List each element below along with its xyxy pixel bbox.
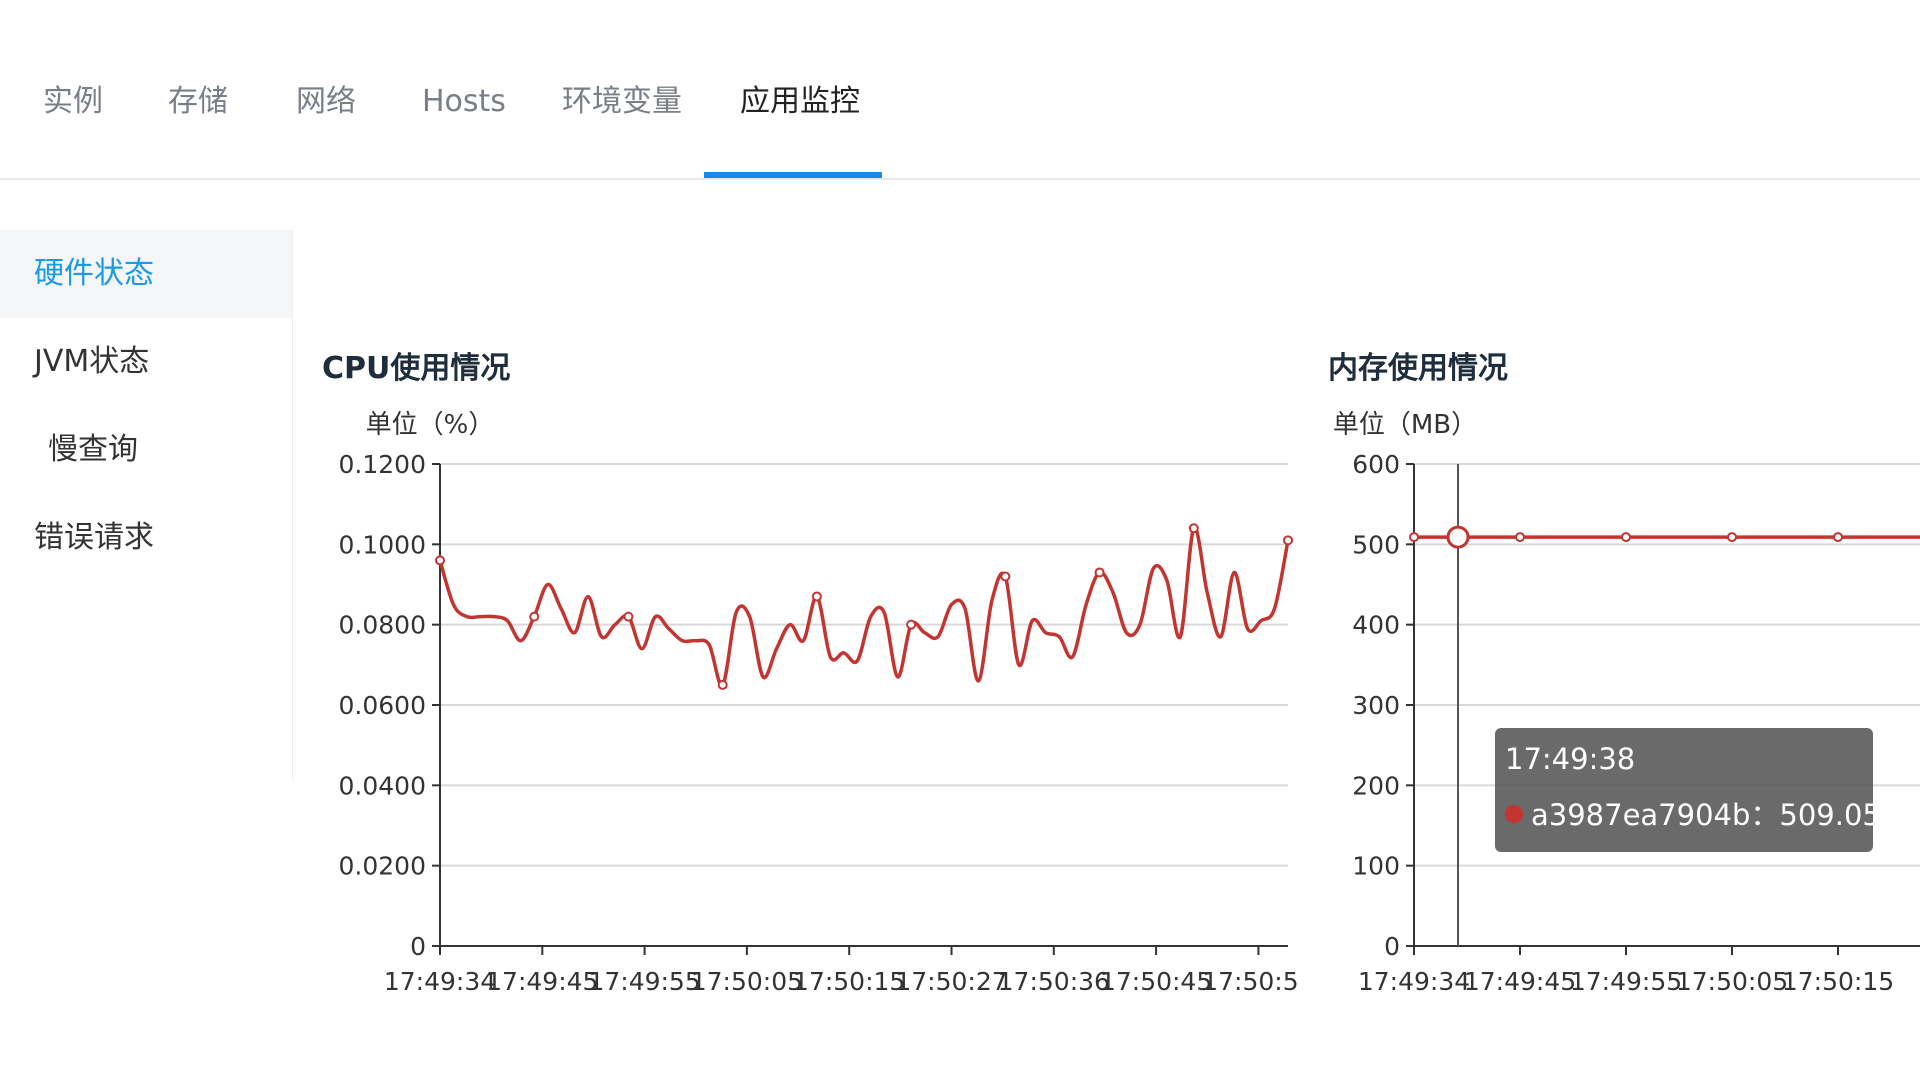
data-point xyxy=(811,591,822,602)
y-tick-label: 0.0600 xyxy=(339,691,426,720)
x-tick-label: 17:49:34 xyxy=(384,967,496,996)
sidebar-item-label: JVM状态 xyxy=(34,344,150,379)
y-tick-label: 300 xyxy=(1352,691,1400,720)
data-point xyxy=(529,611,540,622)
y-tick-label: 0 xyxy=(1384,932,1400,961)
x-tick-label: 17:49:34 xyxy=(1358,967,1470,996)
data-point xyxy=(623,611,634,622)
sidebar-item-jvm-status[interactable]: JVM状态 xyxy=(0,318,292,406)
memory-chart-tooltip: 17:49:38 a3987ea7904b：509.05MB xyxy=(1495,728,1920,852)
series-line xyxy=(438,526,1290,687)
data-point xyxy=(1727,532,1737,543)
y-tick-label: 0.0400 xyxy=(339,771,426,800)
sidebar-item-slow-queries[interactable]: 慢查询 xyxy=(0,406,292,494)
hover-highlight-point xyxy=(1446,525,1470,549)
y-tick-label: 500 xyxy=(1352,530,1400,559)
tab-instances[interactable]: 实例 xyxy=(43,84,103,119)
x-tick-label: 17:49:55 xyxy=(588,967,700,996)
x-tick-label: 17:50:27 xyxy=(895,967,1007,996)
x-tick-label: 17:50:45 xyxy=(1100,967,1212,996)
y-tick-label: 400 xyxy=(1352,611,1400,640)
x-tick-label: 17:49:45 xyxy=(1464,967,1576,996)
tab-storage[interactable]: 存储 xyxy=(168,84,228,119)
y-tick-label: 0.0200 xyxy=(339,852,426,881)
x-tick-label: 17:50:05 xyxy=(1676,967,1788,996)
x-tick-label: 17:49:55 xyxy=(1570,967,1682,996)
x-tick-label: 17:50:15 xyxy=(1782,967,1894,996)
data-point xyxy=(1188,523,1199,534)
cpu-usage-chart[interactable]: 单位（%） 0 0.0200 0.0400 0.0600 0.0800 0.1000 0.12… xyxy=(300,400,1300,1010)
sidebar-menu: 硬件状态 JVM状态 慢查询 错误请求 xyxy=(0,230,293,780)
memory-usage-chart[interactable]: 单位（MB） 0 100 200 300 400 500 600 17:49:3417:49:4… xyxy=(1300,400,1920,1010)
data-point xyxy=(906,619,917,630)
tooltip-time: 17:49:38 xyxy=(1505,742,1636,776)
y-tick-label: 200 xyxy=(1352,771,1400,800)
data-point xyxy=(1094,567,1105,578)
tab-network[interactable]: 网络 xyxy=(296,84,356,119)
y-tick-label: 0.1000 xyxy=(339,530,426,559)
data-point xyxy=(1621,532,1631,543)
memory-chart-title: 内存使用情况 xyxy=(1328,351,1508,386)
data-point xyxy=(717,679,728,690)
sidebar-item-hardware-status[interactable]: 硬件状态 xyxy=(0,230,292,318)
tab-env-vars[interactable]: 环境变量 xyxy=(562,84,682,119)
data-point xyxy=(435,555,445,566)
y-tick-label: 600 xyxy=(1352,450,1400,479)
x-tick-label: 17:49:45 xyxy=(486,967,598,996)
tab-hosts[interactable]: Hosts xyxy=(422,84,506,119)
y-tick-label: 0.0800 xyxy=(339,611,426,640)
tooltip-row: a3987ea7904b：509.05MB xyxy=(1505,792,1920,834)
y-tick-label: 0 xyxy=(410,932,426,961)
y-axis-unit-label: 单位（MB） xyxy=(1333,410,1477,440)
top-tab-bar: 实例 存储 网络 Hosts 环境变量 应用监控 xyxy=(0,0,1920,180)
x-tick-label: 17:50:56 xyxy=(1202,967,1300,996)
x-tick-label: 17:50:15 xyxy=(793,967,905,996)
cpu-chart-title: CPU使用情况 xyxy=(322,351,511,386)
tab-app-monitoring[interactable]: 应用监控 xyxy=(740,84,860,119)
x-tick-label: 17:50:36 xyxy=(998,967,1110,996)
tooltip-value: a3987ea7904b：509.05MB xyxy=(1531,798,1920,832)
data-point xyxy=(1515,532,1525,543)
data-point xyxy=(1000,571,1011,582)
y-tick-label: 100 xyxy=(1352,852,1400,881)
sidebar-item-label: 错误请求 xyxy=(34,520,154,555)
active-tab-indicator xyxy=(704,172,882,178)
sidebar-item-label: 硬件状态 xyxy=(34,256,154,291)
data-point xyxy=(1833,532,1843,543)
x-tick-label: 17:50:05 xyxy=(691,967,803,996)
sidebar-item-label: 慢查询 xyxy=(48,432,138,467)
data-point xyxy=(1409,532,1419,543)
data-point xyxy=(1283,535,1293,546)
y-axis-unit-label: 单位（%） xyxy=(366,410,495,440)
sidebar-item-error-requests[interactable]: 错误请求 xyxy=(0,494,292,582)
y-tick-label: 0.1200 xyxy=(339,450,426,479)
series-dot-icon xyxy=(1505,805,1523,823)
